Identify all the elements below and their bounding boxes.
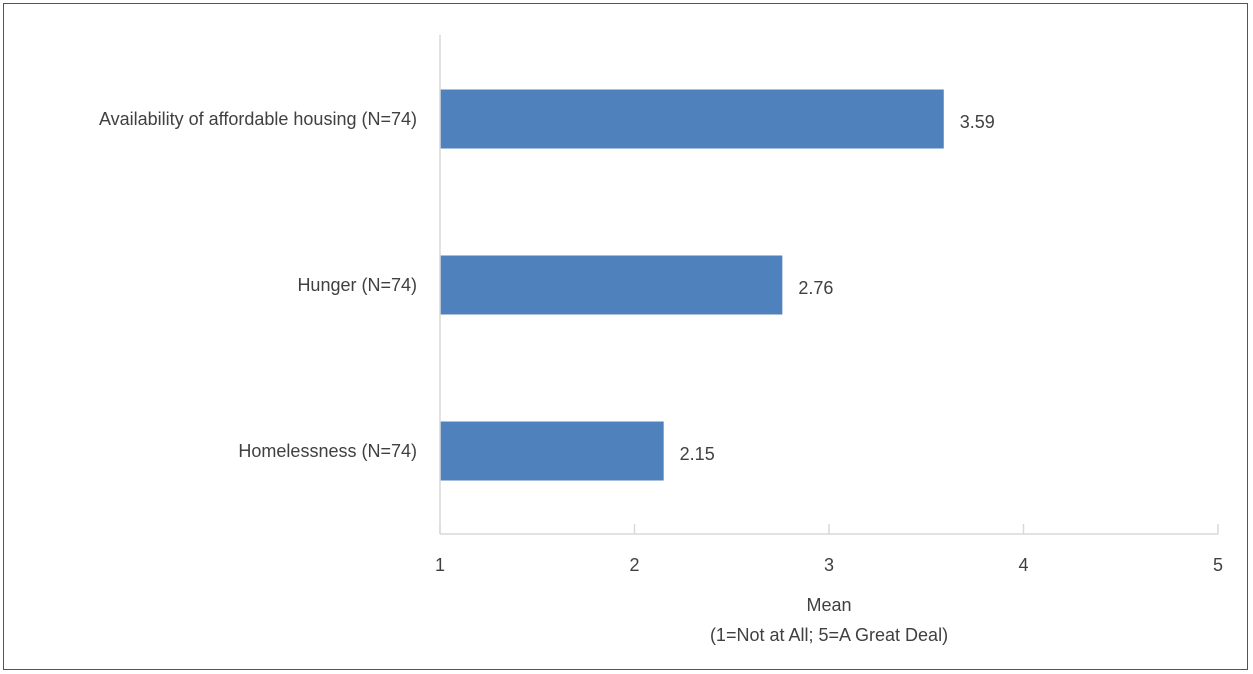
bars-layer: [440, 89, 944, 481]
value-label: 2.15: [680, 444, 715, 464]
x-axis-subtitle: (1=Not at All; 5=A Great Deal): [710, 625, 948, 645]
axis-layer: [439, 35, 1219, 535]
labels-layer: 1 2 3 4 5 Availability of affordable housing …: [99, 109, 1223, 575]
x-tick-label: 5: [1213, 555, 1223, 575]
category-label: Homelessness (N=74): [238, 441, 417, 461]
x-tick-label: 2: [629, 555, 639, 575]
bar: [440, 255, 783, 315]
value-label: 2.76: [798, 278, 833, 298]
x-axis-title: Mean: [806, 595, 851, 615]
value-label: 3.59: [960, 112, 995, 132]
x-tick-label: 3: [824, 555, 834, 575]
x-tick-label: 4: [1018, 555, 1028, 575]
x-tick-label: 1: [435, 555, 445, 575]
bar: [440, 89, 944, 149]
bar: [440, 421, 664, 481]
category-label: Availability of affordable housing (N=74…: [99, 109, 417, 129]
category-label: Hunger (N=74): [297, 275, 417, 295]
